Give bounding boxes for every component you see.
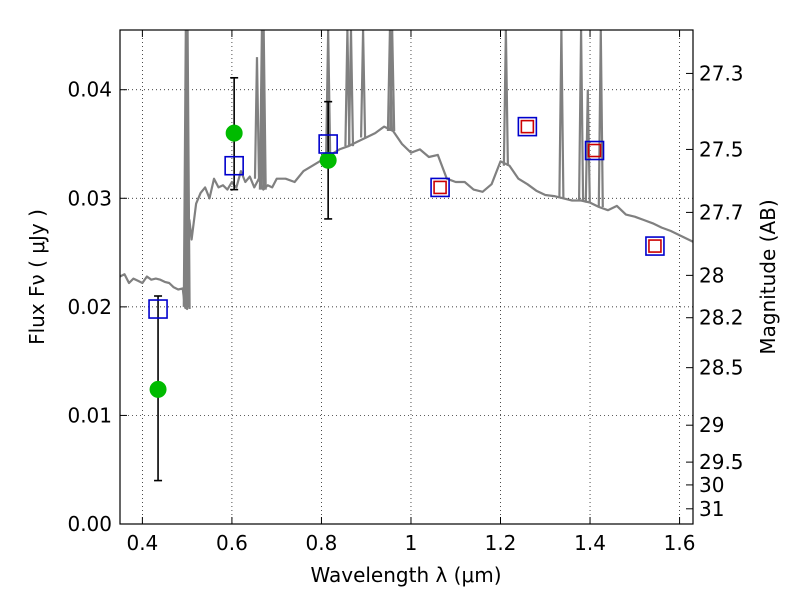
x-tick-label: 0.8 — [306, 531, 338, 555]
y-tick-label: 0.02 — [67, 295, 112, 319]
y2-tick-label: 28.5 — [699, 356, 744, 380]
y2-tick-label: 29.5 — [699, 450, 744, 474]
emission-line-spike — [584, 89, 591, 203]
emission-line-spike — [347, 30, 355, 147]
y-tick-label: 0.00 — [67, 512, 112, 536]
emission-line-spike — [260, 30, 267, 190]
emission-line-spike — [325, 30, 332, 155]
model-photometry-square — [645, 236, 665, 256]
x-tick-label: 0.6 — [216, 531, 248, 555]
y-tick-label: 0.01 — [67, 403, 112, 427]
y2-tick-label: 27.3 — [699, 61, 744, 85]
red-photometry-square — [648, 239, 662, 253]
x-tick-label: 0.4 — [126, 531, 158, 555]
y-tick-label: 0.03 — [67, 186, 112, 210]
sed-model-line — [120, 125, 693, 311]
x-tick-label: 1 — [405, 531, 418, 555]
y2-tick-label: 28 — [699, 263, 724, 287]
red-photometry-square — [433, 180, 447, 195]
y2-tick-label: 27.7 — [699, 200, 744, 224]
x-tick-label: 1.2 — [485, 531, 517, 555]
red-photometry-square — [520, 119, 535, 134]
x-tick-label: 1.4 — [574, 531, 606, 555]
emission-line-spike — [253, 57, 261, 179]
emission-line-spike — [359, 30, 367, 138]
emission-line-spike — [502, 30, 509, 166]
plot-frame — [119, 29, 694, 525]
y-tick-label: 0.04 — [67, 78, 112, 102]
observed-point — [319, 151, 337, 169]
y2-axis-label: Magnitude (AB) — [756, 199, 780, 354]
observed-point — [149, 380, 167, 398]
observed-point — [225, 124, 243, 142]
y2-tick-label: 28.2 — [699, 306, 744, 330]
axes-ticks: 0.4 0.6 0.8 1 1.2 1.4 1.6 0.00 0.01 0.02 0.03 0.04 2… — [67, 30, 744, 555]
y-axis-label: Flux Fν ( μJy ) — [25, 209, 49, 345]
emission-line-spike — [577, 30, 585, 201]
y2-tick-label: 29 — [699, 413, 724, 437]
y2-tick-label: 27.5 — [699, 137, 744, 161]
emission-line-spike — [558, 30, 565, 199]
emission-line-spike — [184, 30, 191, 310]
x-tick-label: 1.6 — [664, 531, 696, 555]
emission-line-spike — [389, 30, 396, 131]
model-photometry-square — [584, 140, 605, 161]
model-photometry-square — [517, 116, 538, 137]
red-photometry-square — [587, 143, 602, 158]
model-photometry-square — [148, 299, 168, 319]
emission-line-spike — [597, 30, 604, 207]
plot-series — [120, 30, 693, 482]
y2-tick-label: 30 — [699, 473, 724, 497]
model-photometry-square — [430, 177, 450, 198]
x-axis-label: Wavelength λ (μm) — [310, 563, 501, 587]
model-photometry-square — [318, 134, 338, 154]
y2-tick-label: 31 — [699, 497, 724, 521]
model-photometry-square — [224, 155, 244, 176]
